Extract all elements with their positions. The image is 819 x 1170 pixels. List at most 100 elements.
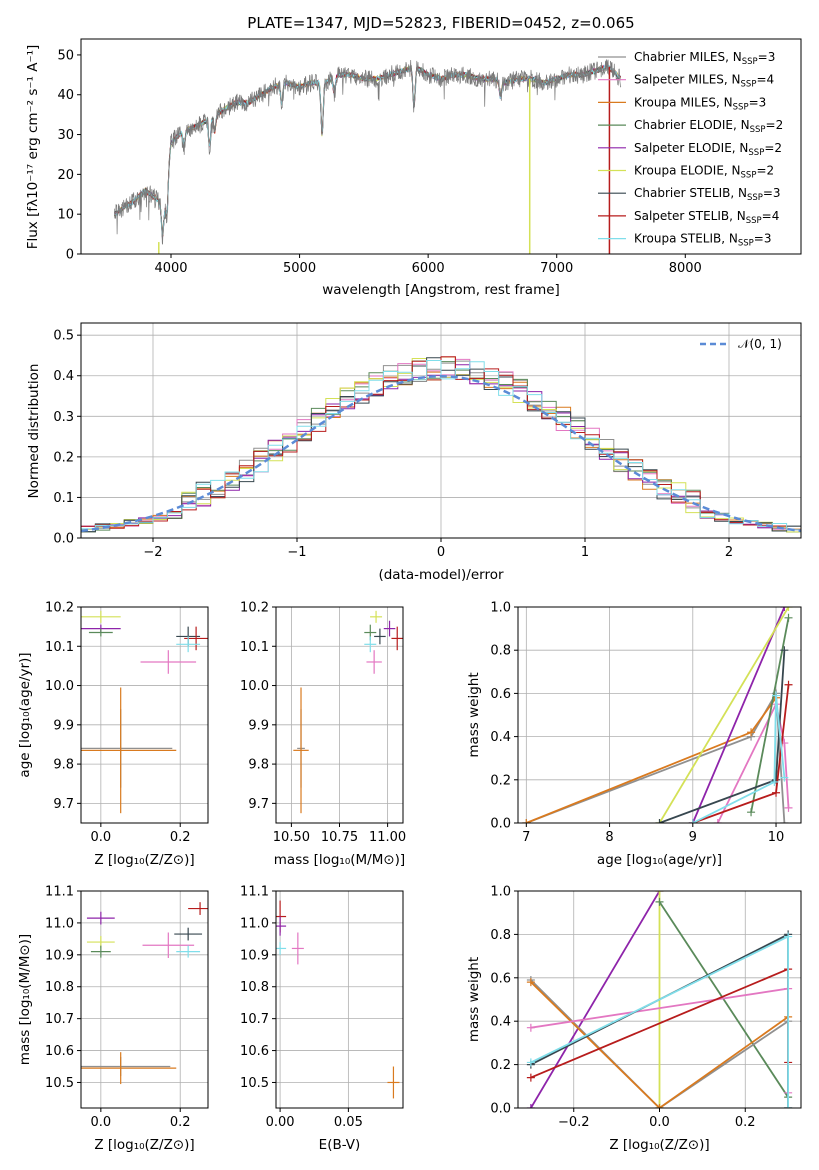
- ebv-mass-ytick-label-5: 11.0: [240, 916, 269, 931]
- legend-label-main: Kroupa MILES, N: [634, 95, 733, 109]
- z-weights-panel: −0.2 0.0 0.2 0.0 0.2 0.4 0.6 0.8 1.0 Z [log₁₀(Z/Z…: [466, 885, 802, 1153]
- spectrum-ytick-label-1: 10: [57, 208, 74, 223]
- legend-label-main: Chabrier ELODIE, N: [634, 118, 750, 132]
- residuals-ylabel: Normed distribution: [26, 364, 42, 499]
- mass-age-ytick-label-2: 9.9: [248, 718, 269, 733]
- z-weights-xlabel: Z [log₁₀(Z/Z⊙)]: [609, 1137, 709, 1153]
- residual-histogram-kroupa-stelib: [81, 360, 801, 538]
- age-weights-series-chabrier-elodie-marker-0: [747, 808, 756, 817]
- age-weights-xtick-label-2: 9: [689, 830, 697, 845]
- z-mass-ytick-label-6: 11.1: [45, 885, 74, 900]
- ebv-mass-point-kroupa-miles: [387, 1066, 400, 1099]
- ebv-mass-ytick-label-6: 11.1: [240, 885, 269, 900]
- spectrum-xtick-label-2: 6000: [412, 261, 445, 276]
- residuals-axes-frame: [80, 322, 802, 539]
- spectrum-xtick-label-1: 5000: [283, 261, 316, 276]
- residuals-ytick-label-2: 0.2: [53, 450, 74, 465]
- legend-label-main: Kroupa ELODIE, N: [634, 164, 741, 178]
- spectrum-panel: PLATE=1347, MJD=52823, FIBERID=0452, z=0…: [25, 14, 802, 298]
- legend-label-sub: SSP: [750, 125, 766, 135]
- spectrum-observed-data: [114, 59, 622, 245]
- age-weights-series-kroupa-stelib-marker-2: [772, 691, 781, 700]
- age-weights-series-kroupa-stelib-marker-1: [770, 777, 779, 786]
- age-weights-ytick-label-4: 0.8: [490, 644, 511, 659]
- legend-label-sub: SSP: [748, 148, 764, 158]
- z-age-ytick-label-3: 10.0: [45, 679, 74, 694]
- spectrum-model-salpeter-stelib: [113, 64, 621, 238]
- legend-label-main: Chabrier STELIB, N: [634, 186, 747, 200]
- z-age-ytick-label-2: 9.9: [53, 718, 74, 733]
- ebv-mass-ytick-label-2: 10.7: [240, 1012, 269, 1027]
- z-age-ytick-label-1: 9.8: [53, 758, 74, 773]
- residuals-xtick-label-0: −2: [143, 545, 162, 560]
- ebv-mass-point-salpeter-miles: [291, 932, 304, 965]
- z-weights-xtick-label-0: −0.2: [558, 1115, 590, 1130]
- ebv-mass-xlabel: E(B-V): [319, 1137, 361, 1153]
- z-weights-xtick-label-1: 0.0: [649, 1115, 670, 1130]
- legend-label-suffix: =2: [756, 164, 774, 178]
- age-weights-series-kroupa-stelib: [688, 691, 789, 823]
- z-weights-series-salpeter-elodie-line: [530, 891, 661, 1108]
- spectrum-axes-frame: [80, 38, 802, 255]
- ebv-mass-ytick-label-0: 10.5: [240, 1076, 269, 1091]
- z-weights-axes-frame: [517, 890, 802, 1109]
- spectrum-model-kroupa-miles: [113, 65, 621, 237]
- z-weights-series-kroupa-miles-marker-0: [526, 978, 535, 987]
- spectrum-ytick-label-3: 30: [57, 128, 74, 143]
- z-mass-xtick-label-1: 0.2: [170, 1115, 191, 1130]
- z-mass-ytick-label-5: 11.0: [45, 916, 74, 931]
- age-weights-series-kroupa-stelib-marker-3: [780, 773, 789, 782]
- z-weights-series-salpeter-elodie-marker-0: [526, 1104, 535, 1108]
- spectrum-ytick-label-2: 20: [57, 168, 74, 183]
- spectrum-xtick-label-0: 4000: [154, 261, 187, 276]
- spectrum-ylabel-text: Flux [fλ10⁻¹⁷ erg cm⁻² s⁻¹ A⁻¹]: [25, 45, 41, 250]
- legend-label-sub: SSP: [741, 80, 757, 90]
- spectrum-xtick-label-3: 7000: [540, 261, 573, 276]
- z-age-ylabel: age [log₁₀(age/yr)]: [17, 652, 33, 777]
- z-weights-series-chabrier-elodie-marker-0: [655, 897, 664, 906]
- z-mass-ytick-label-2: 10.7: [45, 1012, 74, 1027]
- legend-label-kroupa-elodie: Kroupa ELODIE, NSSP=2: [634, 164, 774, 181]
- spectrum-model-salpeter-miles: [114, 65, 621, 239]
- legend-label-kroupa-miles: Kroupa MILES, NSSP=3: [634, 95, 766, 112]
- residuals-panel: −2 −1 0 1 2 0.0 0.1 0.2 0.3 0.4 0.5 (data-model)/e…: [26, 322, 802, 583]
- residuals-xlabel: (data-model)/error: [378, 567, 504, 583]
- mass-age-ytick-label-5: 10.2: [240, 601, 269, 616]
- spectrum-model-chabrier-elodie: [113, 64, 621, 237]
- age-weights-series-chabrier-elodie-marker-1: [784, 613, 793, 622]
- spectrum-xlabel: wavelength [Angstrom, rest frame]: [322, 282, 560, 298]
- spectrum-model-chabrier-miles: [114, 65, 621, 236]
- residuals-ytick-label-4: 0.4: [53, 369, 74, 384]
- z-weights-series-chabrier-elodie-line: [658, 901, 789, 1098]
- z-age-ytick-label-0: 9.7: [53, 797, 74, 812]
- z-weights-series-salpeter-miles-marker-0: [526, 1023, 535, 1032]
- z-mass-panel: 0.0 0.2 10.5 10.6 10.7 10.8 10.9 11.0 11.1 Z [log…: [17, 885, 209, 1153]
- z-age-xtick-label-1: 0.2: [170, 830, 191, 845]
- legend-label-suffix: =4: [762, 209, 780, 223]
- age-weights-series-salpeter-stelib: [688, 680, 793, 823]
- mass-age-ytick-label-4: 10.1: [240, 640, 269, 655]
- age-weights-series-kroupa-elodie-marker-1: [784, 607, 793, 611]
- legend-label-salpeter-stelib: Salpeter STELIB, NSSP=4: [634, 209, 779, 226]
- z-age-axes-frame: [80, 606, 209, 824]
- z-mass-point-chabrier-stelib: [174, 927, 203, 941]
- residuals-xtick-label-1: −1: [287, 545, 306, 560]
- age-weights-ytick-label-0: 0.0: [490, 817, 511, 832]
- spectrum-ytick-label-5: 50: [57, 48, 74, 63]
- ebv-mass-ytick-label-4: 10.9: [240, 948, 269, 963]
- legend-label-sub: SSP: [738, 239, 754, 249]
- z-weights-series-kroupa-miles-marker-1: [655, 1104, 664, 1108]
- age-weights-series-chabrier-stelib: [655, 646, 789, 823]
- z-weights-series-kroupa-stelib-marker-1: [784, 932, 793, 941]
- ebv-mass-ytick-label-3: 10.8: [240, 980, 269, 995]
- mass-age-point-salpeter-elodie: [383, 620, 396, 637]
- age-weights-series-chabrier-miles-marker-3: [780, 819, 789, 823]
- age-weights-ytick-label-5: 1.0: [490, 601, 511, 616]
- age-weights-ytick-label-1: 0.2: [490, 773, 511, 788]
- mass-age-ytick-label-1: 9.8: [248, 758, 269, 773]
- legend-label-chabrier-elodie: Chabrier ELODIE, NSSP=2: [634, 118, 783, 135]
- legend-label-sub: SSP: [747, 193, 763, 203]
- age-weights-series-kroupa-stelib-line: [692, 695, 786, 823]
- z-age-xtick-label-0: 0.0: [91, 830, 112, 845]
- mass-age-point-kroupa-miles: [293, 687, 309, 814]
